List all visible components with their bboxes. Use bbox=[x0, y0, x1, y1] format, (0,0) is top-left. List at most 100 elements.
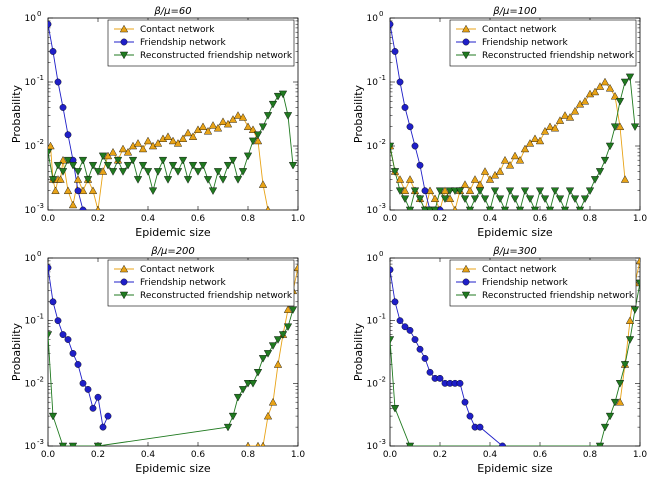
data-point-triangle-down bbox=[485, 206, 495, 210]
data-point-circle bbox=[391, 298, 399, 306]
data-point-triangle-down bbox=[550, 187, 560, 195]
legend-marker-circle bbox=[462, 38, 470, 46]
data-point-triangle-down bbox=[495, 195, 505, 203]
data-point-triangle-down bbox=[570, 195, 580, 203]
legend-marker-circle bbox=[462, 278, 470, 286]
data-point-triangle-down bbox=[243, 380, 253, 388]
data-point-triangle-down bbox=[203, 176, 213, 184]
data-point-triangle-down bbox=[435, 187, 445, 195]
data-point-triangle-up bbox=[223, 119, 233, 128]
data-point-triangle-down bbox=[223, 162, 233, 170]
data-point-triangle-down bbox=[138, 162, 148, 170]
y-tick-label: 10 bbox=[25, 78, 37, 88]
data-point-triangle-down bbox=[268, 342, 278, 350]
data-point-circle bbox=[59, 104, 67, 111]
data-point-triangle-down bbox=[625, 336, 635, 344]
data-point-triangle-down bbox=[590, 176, 600, 184]
data-point-triangle-up bbox=[580, 97, 590, 105]
data-point-triangle-down bbox=[123, 162, 133, 170]
data-point-triangle-up bbox=[595, 82, 605, 90]
data-point-triangle-down bbox=[178, 156, 188, 165]
data-point-triangle-down bbox=[283, 112, 293, 120]
data-point-circle bbox=[416, 345, 424, 353]
data-point-triangle-up bbox=[545, 122, 555, 130]
y-tick-label: 10 bbox=[367, 379, 379, 389]
data-point-triangle-up bbox=[265, 205, 271, 210]
data-point-circle bbox=[401, 104, 409, 111]
legend-label: Contact network bbox=[140, 25, 215, 35]
x-tick-label: 1.0 bbox=[633, 214, 648, 224]
data-point-triangle-up bbox=[73, 175, 83, 183]
data-point-triangle-down bbox=[243, 152, 253, 161]
data-point-triangle-down bbox=[183, 176, 193, 184]
data-point-triangle-down bbox=[635, 279, 640, 288]
data-point-triangle-up bbox=[163, 132, 173, 140]
legend-marker-triangle-up bbox=[461, 24, 471, 33]
legend-marker-triangle-up bbox=[119, 24, 129, 33]
y-tick-label: 10 bbox=[367, 14, 379, 24]
data-point-triangle-down bbox=[263, 350, 273, 358]
data-point-triangle-up bbox=[168, 136, 178, 145]
plot-area bbox=[48, 20, 298, 210]
data-point-triangle-up bbox=[68, 200, 78, 209]
data-point-triangle-up bbox=[515, 155, 525, 164]
data-point-circle bbox=[54, 317, 62, 325]
data-point-triangle-down bbox=[153, 168, 163, 176]
data-point-triangle-down bbox=[253, 131, 263, 139]
legend: Contact network Friendship network Reconst… bbox=[449, 259, 637, 307]
y-axis-label: Probability bbox=[352, 84, 365, 143]
y-tick-exponent: -3 bbox=[37, 438, 44, 446]
data-point-triangle-up bbox=[63, 186, 73, 194]
data-point-triangle-down bbox=[198, 162, 208, 170]
legend-label: Contact network bbox=[140, 265, 215, 275]
data-point-triangle-up bbox=[228, 115, 238, 123]
data-point-triangle-down bbox=[405, 442, 415, 446]
data-point-triangle-down bbox=[615, 98, 625, 106]
x-tick-label: 0.4 bbox=[483, 214, 498, 224]
data-point-triangle-down bbox=[283, 323, 293, 331]
data-point-triangle-up bbox=[440, 186, 450, 194]
data-point-triangle-down bbox=[605, 412, 615, 421]
data-point-triangle-down bbox=[525, 195, 535, 203]
x-tick-label: 0.0 bbox=[41, 450, 56, 460]
y-tick-label: 10 bbox=[25, 254, 37, 264]
data-point-triangle-down bbox=[540, 195, 550, 203]
data-point-triangle-up bbox=[243, 122, 253, 130]
data-point-triangle-down bbox=[510, 195, 520, 203]
data-point-triangle-up bbox=[480, 167, 490, 175]
data-point-triangle-down bbox=[48, 176, 58, 184]
y-tick-exponent: -2 bbox=[37, 375, 44, 383]
legend-marker-circle bbox=[120, 278, 128, 286]
data-point-triangle-down bbox=[58, 442, 68, 446]
data-point-triangle-up bbox=[520, 144, 530, 153]
data-point-triangle-up bbox=[465, 186, 475, 194]
legend-marker-circle bbox=[120, 38, 128, 46]
x-tick-label: 0.0 bbox=[383, 450, 398, 460]
data-point-circle bbox=[421, 187, 429, 195]
data-point-triangle-up bbox=[635, 258, 640, 265]
data-point-triangle-down bbox=[520, 187, 530, 195]
data-point-circle bbox=[69, 350, 77, 357]
y-axis-label: Probability bbox=[10, 322, 23, 381]
data-point-triangle-up bbox=[540, 127, 550, 135]
data-point-triangle-down bbox=[620, 361, 630, 369]
data-point-triangle-down bbox=[600, 423, 610, 432]
data-point-triangle-down bbox=[630, 306, 640, 314]
x-tick-label: 0.8 bbox=[583, 214, 598, 224]
data-point-circle bbox=[48, 264, 52, 272]
series-line-triangle-down bbox=[390, 282, 640, 446]
data-point-triangle-down bbox=[610, 123, 620, 131]
data-point-circle bbox=[49, 48, 57, 55]
y-tick-exponent: -2 bbox=[37, 138, 44, 146]
data-point-triangle-down bbox=[535, 187, 545, 195]
series-line-circle bbox=[48, 24, 84, 210]
data-point-triangle-down bbox=[580, 195, 590, 203]
y-tick-exponent: -1 bbox=[379, 313, 386, 321]
data-point-triangle-down bbox=[228, 156, 238, 165]
data-point-triangle-down bbox=[585, 187, 595, 195]
data-point-triangle-down bbox=[88, 162, 98, 170]
data-point-triangle-up bbox=[103, 151, 113, 160]
data-point-triangle-down bbox=[263, 112, 273, 120]
